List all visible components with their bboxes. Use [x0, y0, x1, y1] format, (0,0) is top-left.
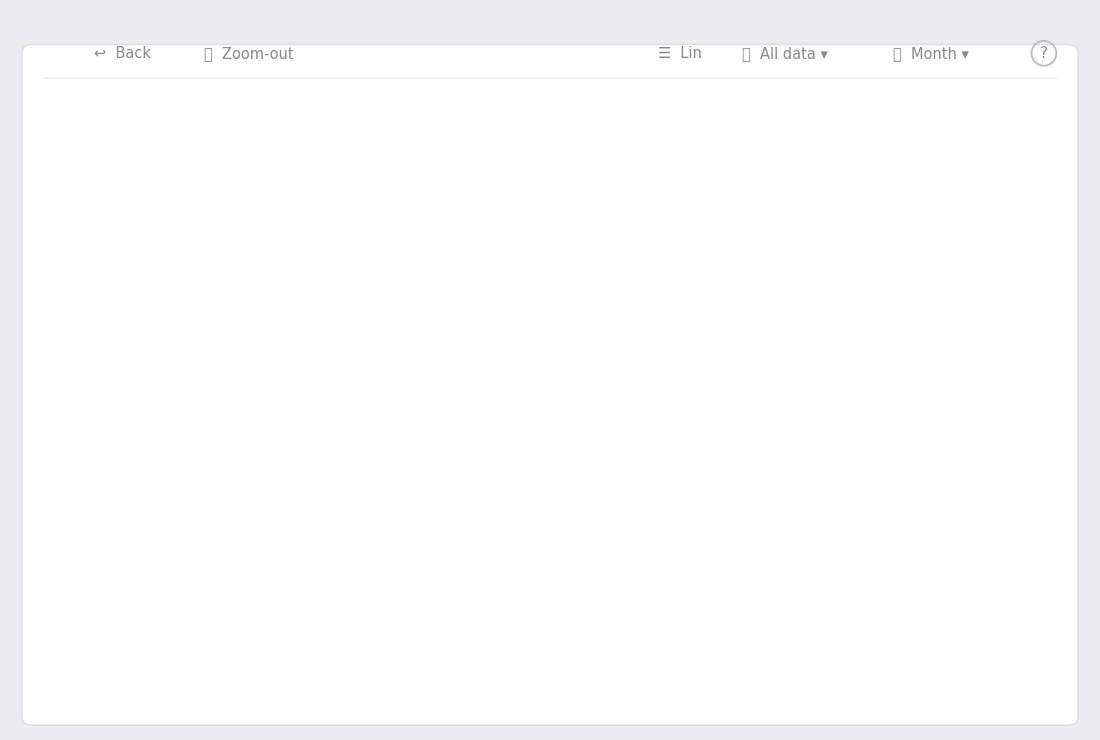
- Text: 3.1%: 3.1%: [836, 582, 877, 597]
- Bar: [340, 428, 356, 603]
- Bar: [989, 404, 1047, 603]
- Bar: [258, 457, 317, 603]
- Text: 📅  All data ▾: 📅 All data ▾: [742, 46, 828, 61]
- Text: 1.5%: 1.5%: [513, 502, 551, 517]
- Text: 🔍  Zoom-out: 🔍 Zoom-out: [204, 46, 293, 61]
- Text: 1.9%: 1.9%: [431, 483, 470, 497]
- Text: 2.9%: 2.9%: [999, 434, 1037, 448]
- Text: 2.6%: 2.6%: [512, 582, 552, 597]
- Bar: [177, 443, 236, 603]
- Text: 2.4%: 2.4%: [430, 582, 471, 597]
- Bar: [503, 477, 518, 603]
- Text: ☰  Lin: ☰ Lin: [658, 46, 702, 61]
- Text: ?: ?: [1040, 46, 1048, 61]
- Bar: [583, 457, 641, 603]
- Bar: [421, 486, 480, 603]
- Text: 2.7%: 2.7%: [268, 444, 307, 458]
- Text: 2.9%: 2.9%: [674, 434, 713, 448]
- Text: 3.0%: 3.0%: [592, 582, 632, 597]
- Text: 2.7%: 2.7%: [673, 582, 714, 597]
- Text: 2.7%: 2.7%: [106, 582, 146, 597]
- Text: ↩  Back: ↩ Back: [94, 46, 151, 61]
- Bar: [664, 472, 723, 603]
- Bar: [421, 486, 438, 603]
- Text: 3.0%: 3.0%: [267, 582, 308, 597]
- Bar: [908, 472, 967, 603]
- Text: 3.6%: 3.6%: [350, 400, 388, 414]
- Bar: [340, 428, 398, 603]
- Bar: [97, 472, 155, 603]
- Bar: [989, 404, 1005, 603]
- Text: 3.3%: 3.3%: [756, 415, 794, 429]
- Bar: [827, 452, 886, 603]
- Bar: [746, 482, 804, 603]
- Bar: [664, 472, 681, 603]
- Bar: [503, 477, 561, 603]
- Text: 2.6%: 2.6%: [107, 449, 145, 463]
- Bar: [827, 452, 844, 603]
- Text: 3.6%: 3.6%: [349, 582, 389, 597]
- Text: 2.7%: 2.7%: [917, 582, 957, 597]
- Text: 6.2%: 6.2%: [917, 273, 957, 287]
- Text: 4.1%: 4.1%: [998, 582, 1038, 597]
- Text: 3.3%: 3.3%: [837, 415, 876, 429]
- X-axis label: 2024: 2024: [551, 634, 593, 652]
- Text: 3.3%: 3.3%: [187, 582, 227, 597]
- Text: 5.1%: 5.1%: [593, 326, 631, 340]
- Bar: [258, 457, 275, 603]
- Bar: [177, 443, 194, 603]
- Text: 2.9%: 2.9%: [187, 434, 227, 448]
- Bar: [97, 472, 113, 603]
- Text: 2.5%: 2.5%: [755, 582, 795, 597]
- Text: 📊  Month ▾: 📊 Month ▾: [893, 46, 969, 61]
- Bar: [583, 457, 600, 603]
- Bar: [908, 472, 924, 603]
- Bar: [746, 482, 762, 603]
- Legend: Churn Rate, Revenue Churn Rate: Churn Rate, Revenue Churn Rate: [86, 678, 477, 710]
